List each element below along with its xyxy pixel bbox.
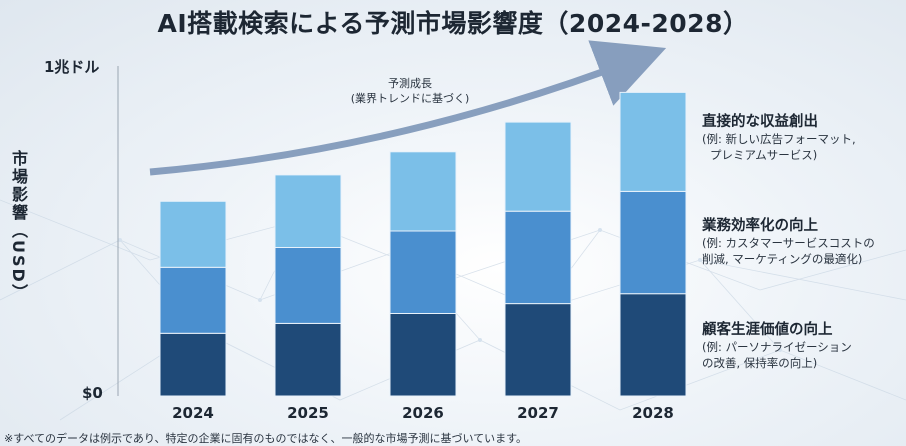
legend-description-line: (例: パーソナライゼーション xyxy=(702,340,852,354)
legend-item-direct-revenue: 直接的な収益創出 (例: 新しい広告フォーマット, プレミアムサービス) xyxy=(702,110,906,163)
bar-segment-2025-1 xyxy=(274,247,342,324)
legend-description-line: プレミアムサービス) xyxy=(710,148,818,162)
legend-description-line: (例: カスタマーサービスコストの xyxy=(702,236,875,250)
trend-annotation-line-2: (業界トレンドに基づく) xyxy=(350,92,470,105)
bar-segment-2025-0 xyxy=(274,322,342,397)
footnote: ※すべてのデータは例示であり、特定の企業に固有のものではなく、一般的な市場予測に… xyxy=(4,432,528,445)
trend-annotation-line-1: 予測成長 xyxy=(388,77,432,90)
bar-segment-2027-2 xyxy=(504,121,572,212)
legend-description-line: (例: 新しい広告フォーマット, xyxy=(702,132,856,146)
bar-segment-2026-0 xyxy=(389,313,457,397)
bar-segment-2027-0 xyxy=(504,303,572,397)
x-tick-label-2028: 2028 xyxy=(632,404,674,422)
x-tick-label-2024: 2024 xyxy=(172,404,214,422)
chart-title: AI搭載検索による予測市場影響度（2024-2028） xyxy=(157,9,749,38)
bar-segment-2024-1 xyxy=(159,266,227,334)
legend-title: 顧客生涯価値の向上 xyxy=(702,322,833,338)
bar-segment-2025-2 xyxy=(274,174,342,248)
bar-segment-2028-2 xyxy=(619,91,687,192)
legend-item-customer-lifetime-value: 顧客生涯価値の向上 (例: パーソナライゼーション の改善, 保持率の向上) xyxy=(702,318,906,371)
x-tick-label-2025: 2025 xyxy=(287,404,329,422)
legend-title: 直接的な収益創出 xyxy=(702,114,818,130)
legend-description-line: の改善, 保持率の向上) xyxy=(702,356,818,370)
bar-segment-2027-1 xyxy=(504,210,572,305)
bar-segment-2028-1 xyxy=(619,190,687,295)
bar-segment-2028-0 xyxy=(619,293,687,397)
y-tick-label-zero: $0 xyxy=(82,384,103,402)
bar-segment-2024-2 xyxy=(159,200,227,268)
bar-segment-2024-0 xyxy=(159,332,227,397)
bar-segment-2026-1 xyxy=(389,230,457,314)
trend-arrow xyxy=(149,40,667,176)
legend-description-line: 削減, マーケティングの最適化) xyxy=(702,252,863,266)
legend-title: 業務効率化の向上 xyxy=(702,218,818,234)
bar-segment-2026-2 xyxy=(389,151,457,232)
y-axis-label: 市場影響（USD） xyxy=(9,150,28,302)
x-tick-label-2027: 2027 xyxy=(517,404,559,422)
x-tick-label-2026: 2026 xyxy=(402,404,444,422)
legend-item-operational-efficiency: 業務効率化の向上 (例: カスタマーサービスコストの 削減, マーケティングの最… xyxy=(702,214,906,267)
trend-annotation: 予測成長 (業界トレンドに基づく) xyxy=(320,76,500,106)
y-tick-label-max: 1兆ドル xyxy=(44,58,100,76)
